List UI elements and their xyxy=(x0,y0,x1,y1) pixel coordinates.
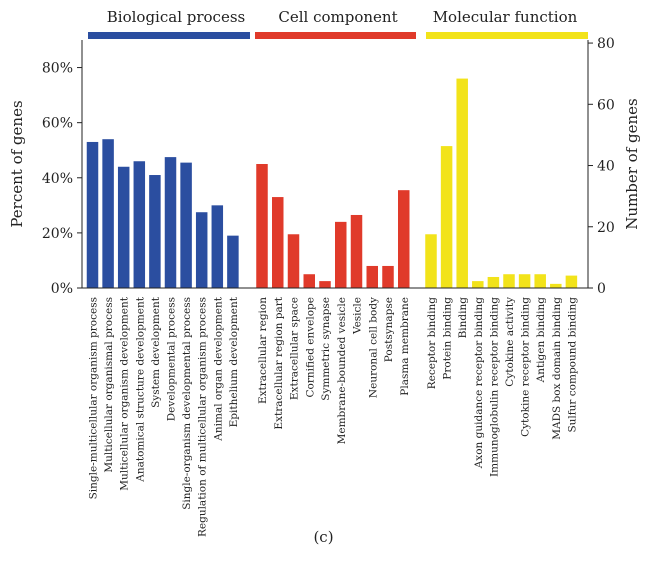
category-label: Receptor binding xyxy=(426,297,438,390)
bar xyxy=(565,275,578,288)
bar xyxy=(117,166,130,288)
bar xyxy=(472,281,484,288)
right-tick-label: 40 xyxy=(597,159,615,175)
left-tick-label: 0% xyxy=(51,281,73,297)
category-label: Single-organism developmental process xyxy=(181,297,193,510)
group-header-bar xyxy=(255,32,416,39)
category-label: Immunoglobulin receptor binding xyxy=(488,297,500,477)
category-label: Single-multicellular organism process xyxy=(88,297,100,499)
bar xyxy=(366,265,378,288)
category-label: Cytokine receptor binding xyxy=(520,297,532,437)
bar xyxy=(534,274,546,288)
category-label: Animal organ development xyxy=(212,296,224,441)
category-label: System development xyxy=(150,296,162,408)
category-label: Axon guidance receptor binding xyxy=(473,297,485,470)
bar xyxy=(211,205,224,288)
category-label: MADS box domain binding xyxy=(551,297,563,440)
left-axis-title: Percent of genes xyxy=(8,100,26,227)
right-tick-label: 80 xyxy=(597,36,615,52)
group-title: Cell component xyxy=(278,8,397,26)
left-tick-label: 40% xyxy=(42,171,73,187)
group-header-bar xyxy=(426,32,588,39)
category-label: Extracellular space xyxy=(289,297,301,400)
panel-label: (c) xyxy=(313,528,334,546)
category-label: Neuronal cell body xyxy=(367,297,379,398)
category-label: Sulfur compound binding xyxy=(566,297,578,433)
bar xyxy=(456,78,468,288)
category-label: Cytokine activity xyxy=(504,297,516,387)
bar xyxy=(382,265,394,288)
bar xyxy=(86,141,99,288)
bar xyxy=(180,162,192,288)
category-label: Membrane-bounded vesicle xyxy=(336,297,348,444)
bar xyxy=(303,274,315,288)
category-label: Developmental process xyxy=(166,297,178,421)
category-label: Extracellular region part xyxy=(273,296,285,429)
bar xyxy=(287,234,300,288)
bar xyxy=(227,235,239,288)
bar xyxy=(256,164,268,288)
bar xyxy=(518,274,531,288)
bar xyxy=(440,146,453,288)
bar xyxy=(398,190,410,288)
category-label: Binding xyxy=(457,297,469,339)
category-label: Symmetric synapse xyxy=(320,297,332,401)
left-tick-label: 60% xyxy=(42,116,73,132)
bar xyxy=(133,161,146,288)
bar xyxy=(164,157,177,288)
series-group-cell-component: Cell component Extracellular region Extrac… xyxy=(255,8,416,444)
bar xyxy=(487,276,500,288)
group-header-bar xyxy=(88,32,250,39)
right-tick-label: 0 xyxy=(597,281,606,297)
right-tick-label: 60 xyxy=(597,97,615,113)
category-label: Postsynapse xyxy=(383,297,395,362)
category-label: Extracellular region xyxy=(257,297,269,404)
series-group-molecular-function: Molecular function Receptor binding Protei… xyxy=(425,8,588,477)
bar xyxy=(335,221,347,288)
category-label: Antigen binding xyxy=(535,297,547,384)
bar xyxy=(425,234,437,288)
bar xyxy=(550,283,562,288)
bar xyxy=(503,274,515,288)
right-tick-label: 20 xyxy=(597,220,615,236)
category-label: Epithelium development xyxy=(228,296,240,427)
category-label: Cornified envelope xyxy=(304,297,316,398)
right-axis-title: Number of genes xyxy=(623,98,641,230)
group-title: Biological process xyxy=(107,8,245,26)
category-label: Multicellular organism development xyxy=(119,296,131,491)
left-tick-label: 20% xyxy=(42,226,73,242)
category-label: Vesicle xyxy=(352,297,364,335)
bar xyxy=(319,281,331,288)
category-label: Plasma membrane xyxy=(399,297,411,396)
series-group-biological-process: Biological process Single-multicellular o… xyxy=(86,8,250,537)
left-tick-label: 80% xyxy=(42,61,73,77)
bar xyxy=(102,139,114,288)
bar xyxy=(149,175,161,288)
category-label: Regulation of multicellular organism pro… xyxy=(197,297,209,537)
category-label: Multicellular organismal process xyxy=(103,297,115,473)
group-title: Molecular function xyxy=(433,8,578,26)
bar xyxy=(272,197,284,288)
bar xyxy=(350,214,363,288)
category-label: Protein binding xyxy=(442,297,454,380)
bar xyxy=(195,212,208,288)
category-label: Anatomical structure development xyxy=(134,296,146,483)
